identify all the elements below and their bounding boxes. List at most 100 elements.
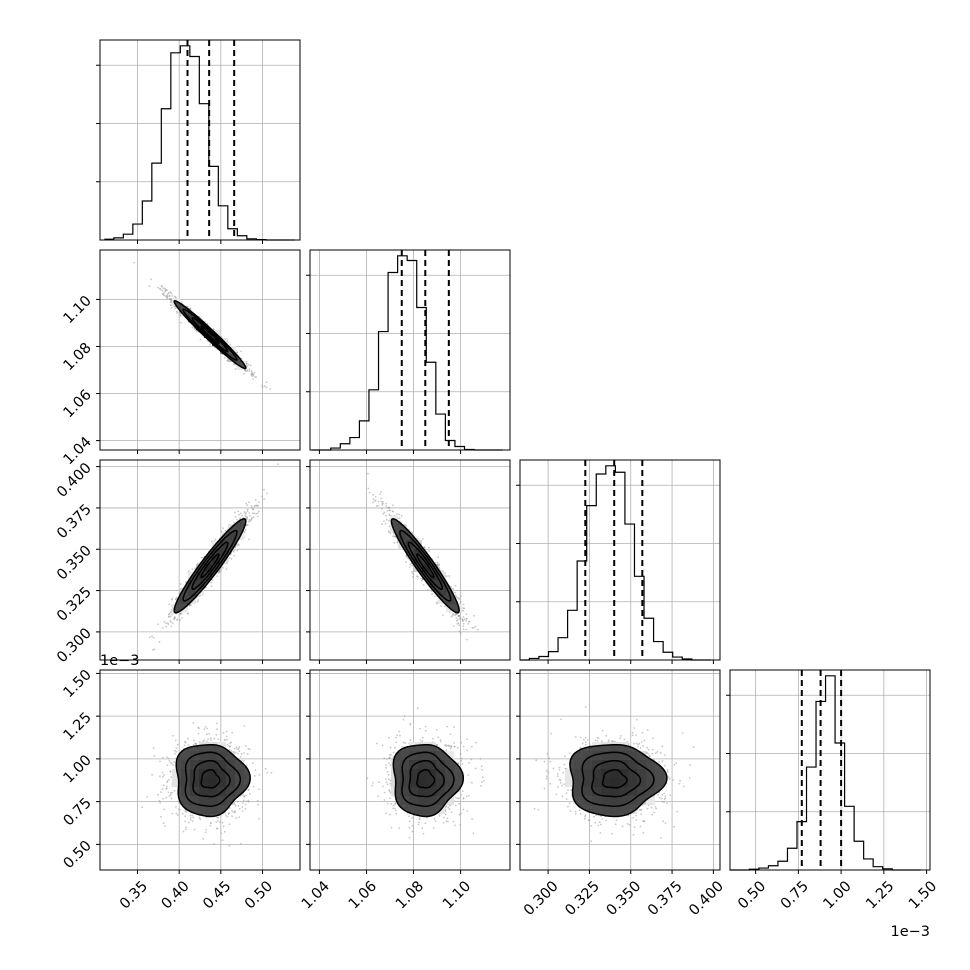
scatter-point [168,294,171,297]
scatter-point [222,825,225,828]
scatter-point [172,764,175,766]
scatter-point [249,364,252,367]
scatter-point [372,493,375,496]
scatter-point [239,756,242,758]
scatter-point [222,731,225,734]
scatter-point [251,516,254,519]
scatter-point [165,796,168,799]
scatter-point [215,821,218,823]
scatter-point [241,806,244,809]
scatter-point [224,529,227,532]
scatter-point [238,746,241,748]
scatter-point [258,817,260,820]
scatter-point [174,752,176,755]
scatter-point [184,581,187,583]
scatter-point [241,810,244,812]
scatter-point [168,778,170,781]
scatter-point [194,567,196,570]
scatter-point [186,612,189,615]
scatter-point [163,774,166,776]
scatter-point [203,739,206,742]
scatter-point [266,771,269,774]
scatter-point [252,785,255,788]
scatter-point [217,816,220,819]
scatter-point [245,502,248,505]
scatter-point [185,811,188,813]
scatter-point [235,544,238,547]
scatter-point [452,625,455,627]
scatter-point [169,611,172,614]
scatter-point [179,619,181,621]
scatter-point [172,734,175,737]
scatter-point [165,625,168,628]
scatter-point [244,794,247,797]
scatter-point [158,287,161,290]
scatter-point [454,584,457,587]
scatter-point [180,321,182,324]
scatter-point [191,820,194,823]
scatter-point [175,747,178,750]
scatter-point [255,376,258,379]
scatter-point [157,286,159,289]
scatter-point [183,744,186,747]
scatter-point [166,785,168,788]
scatter-point [202,837,205,840]
scatter-point [254,504,256,507]
scatter-point [248,518,251,521]
scatter-point [165,289,167,292]
scatter-point [162,784,165,787]
scatter-point [242,802,244,804]
scatter-point [388,519,390,522]
scatter-point [240,753,243,755]
scatter-point [256,512,259,514]
scatter-point [187,821,190,824]
scatter-point [152,649,154,651]
scatter-point [184,741,187,744]
scatter-point [383,520,385,522]
scatter-point [223,830,226,833]
scatter-point [228,844,231,847]
scatter-point [266,492,268,495]
scatter-point [247,799,250,802]
scatter-point [177,814,179,816]
scatter-point [158,641,161,643]
scatter-point [380,491,382,493]
scatter-point [235,817,238,820]
scatter-point [217,738,220,741]
scatter-point [246,369,249,371]
scatter-point [247,363,250,366]
scatter-point [209,824,212,827]
scatter-point [226,743,229,746]
scatter-point [216,575,219,577]
scatter-point [243,725,246,727]
scatter-point [444,605,446,608]
scatter-point [379,493,382,496]
scatter-point [195,743,197,745]
scatter-point [251,373,254,375]
scatter-point [460,600,462,603]
scatter-point [175,806,177,808]
scatter-point [237,805,240,807]
scatter-point [246,524,249,526]
scatter-point [180,301,183,304]
scatter-point [167,623,170,626]
scatter-point [168,759,171,762]
scatter-point [191,814,194,817]
scatter-point [243,752,245,754]
scatter-point [168,615,170,618]
scatter-point [225,730,228,733]
scatter-point [216,728,218,731]
scatter-point [169,770,172,773]
scatter-point [226,815,229,818]
scatter-point [166,296,169,298]
scatter-point [161,771,164,774]
scatter-point [231,731,234,734]
scatter-point [163,291,166,294]
scatter-point [230,558,233,560]
scatter-point [233,747,236,750]
scatter-point [221,839,224,842]
scatter-point [206,733,208,736]
scatter-point [368,491,371,494]
scatter-point [200,556,203,559]
scatter-point [458,630,461,633]
